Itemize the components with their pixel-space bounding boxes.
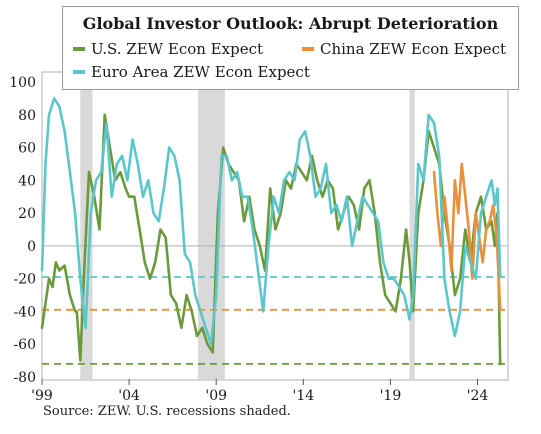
series-line-china — [432, 162, 502, 312]
legend-swatch-euro — [73, 70, 85, 74]
legend-swatch-china — [302, 47, 314, 51]
y-tick-label: 80 — [18, 108, 36, 124]
y-tick-label: 100 — [9, 75, 36, 91]
x-tick-label: '09 — [205, 388, 227, 404]
legend-label-china: China ZEW Econ Expect — [320, 40, 506, 58]
x-tick-label: '24 — [467, 388, 489, 404]
chart-title: Global Investor Outlook: Abrupt Deterior… — [82, 14, 499, 33]
x-tick-label: '19 — [380, 388, 402, 404]
legend-item-us: U.S. ZEW Econ Expect — [73, 40, 263, 58]
x-tick-label: '99 — [31, 388, 53, 404]
y-axis: 100 80 60 40 20 0 -20 -40 -60 -80 — [9, 75, 36, 386]
legend-label-us: U.S. ZEW Econ Expect — [91, 40, 263, 58]
y-tick-label: 40 — [18, 173, 36, 189]
legend: Global Investor Outlook: Abrupt Deterior… — [62, 6, 519, 90]
y-tick-label: 20 — [18, 206, 36, 222]
y-tick-label: -80 — [13, 370, 36, 386]
reference-lines — [42, 276, 508, 365]
x-tick-label: '14 — [292, 388, 314, 404]
legend-item-china: China ZEW Econ Expect — [302, 40, 506, 58]
y-tick-label: 0 — [27, 239, 36, 255]
series-line-euro — [40, 97, 502, 346]
y-tick-label: 60 — [18, 141, 36, 157]
series-line-us — [40, 113, 502, 366]
y-tick-label: -20 — [13, 272, 36, 288]
x-axis: '99 '04 '09 '14 '19 '24 — [31, 379, 488, 404]
legend-label-euro: Euro Area ZEW Econ Expect — [91, 63, 310, 81]
source-note: Source: ZEW. U.S. recessions shaded. — [43, 404, 291, 419]
recession-band-2 — [409, 73, 415, 379]
recession-shading — [80, 73, 415, 379]
y-tick-label: -40 — [13, 304, 36, 320]
x-tick-label: '04 — [118, 388, 140, 404]
legend-item-euro: Euro Area ZEW Econ Expect — [73, 63, 310, 81]
series-lines — [40, 97, 502, 366]
legend-swatch-us — [73, 47, 85, 51]
y-tick-label: -60 — [13, 337, 36, 353]
